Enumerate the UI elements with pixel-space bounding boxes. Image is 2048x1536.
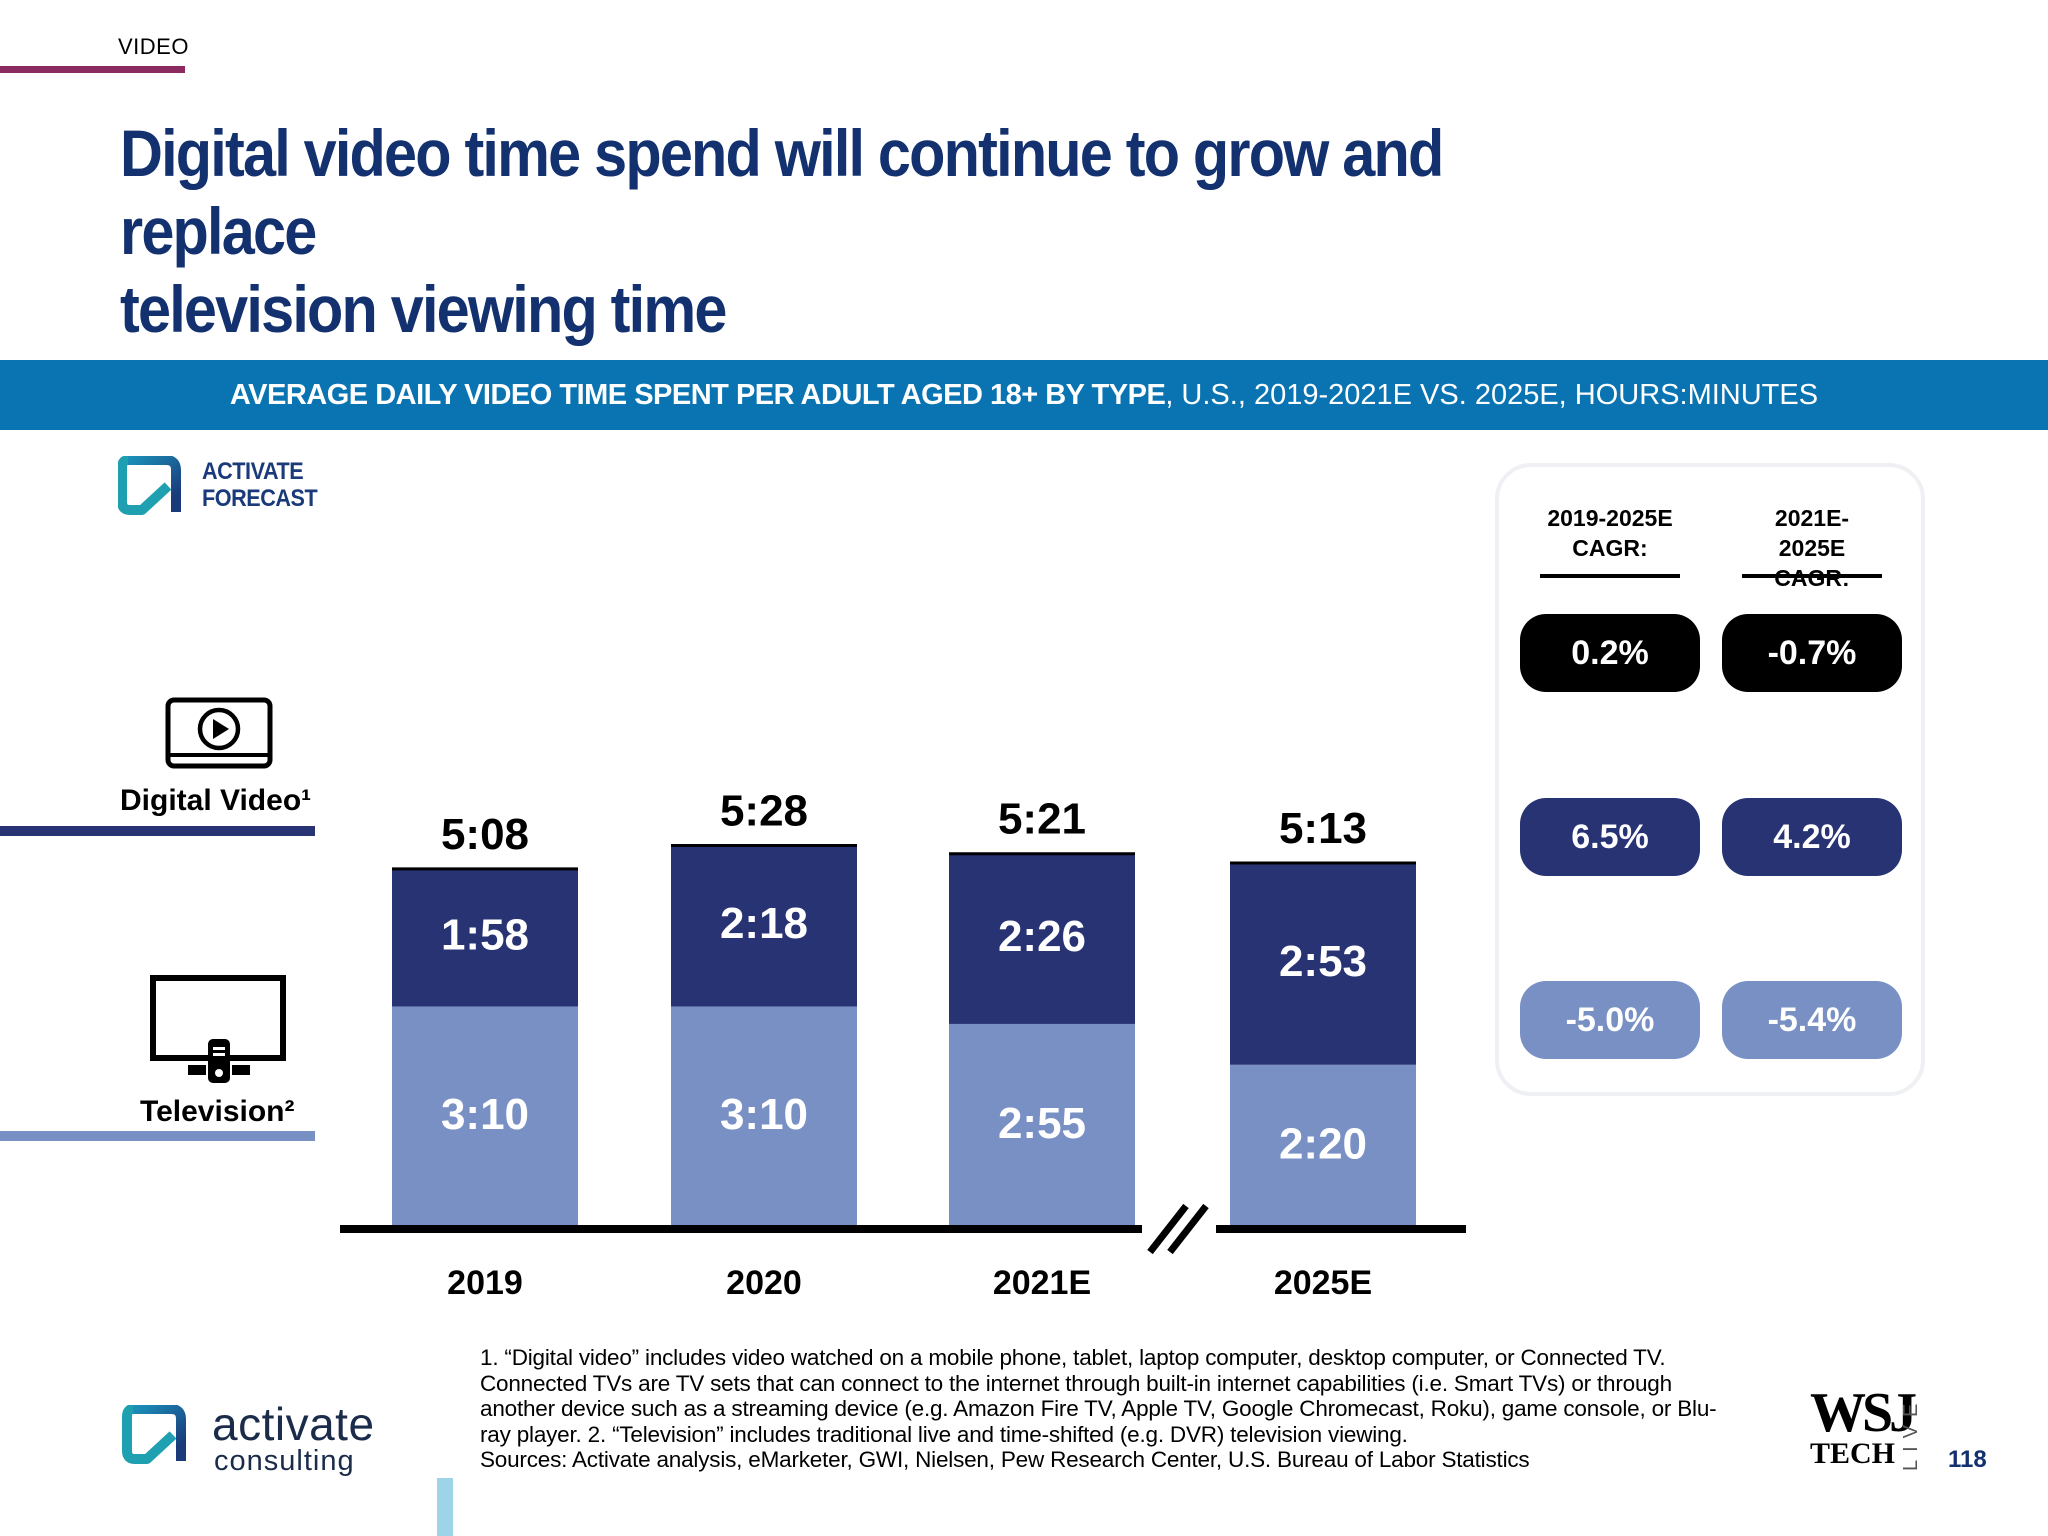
activate-mark-icon [117, 455, 181, 515]
x-tick-2021E: 2021E [993, 1264, 1091, 1302]
bar-television-2019 [392, 1006, 578, 1228]
activate-forecast-logo: ACTIVATE FORECAST [117, 455, 318, 523]
legend-digital-rule [0, 826, 315, 836]
cagr-header-2-rule [1742, 574, 1882, 578]
x-tick-2025E: 2025E [1274, 1264, 1372, 1302]
cagr-panel: 2019-2025E CAGR: 2021E-2025E CAGR: 0.2% … [1495, 463, 1925, 1096]
chart-banner: AVERAGE DAILY VIDEO TIME SPENT PER ADULT… [0, 360, 2048, 430]
label-television-2025E: 2:20 [1279, 1119, 1367, 1168]
legend-digital-video: Digital Video¹ [120, 784, 312, 817]
forecast-logo-line1: ACTIVATE [202, 458, 304, 485]
x-axis-line [340, 1225, 1466, 1233]
footer-accent-bar [437, 1478, 453, 1536]
cagr-digital-2019-2025: 6.5% [1520, 798, 1700, 876]
axis-break-mark-1 [1147, 1203, 1189, 1255]
title-line-1: Digital video time spend will continue t… [120, 116, 1444, 268]
title-line-2: television viewing time [120, 272, 727, 346]
label-total-2025E: 5:13 [1279, 804, 1367, 853]
section-rule [0, 66, 185, 73]
forecast-logo-text: ACTIVATE FORECAST [202, 458, 328, 512]
label-total-2020: 5:28 [720, 787, 808, 836]
cagr-total-2021-2025: -0.7% [1722, 614, 1902, 692]
label-digital-video-2019: 1:58 [441, 911, 529, 960]
tech-wordmark: TECH [1810, 1437, 1896, 1470]
label-total-2019: 5:08 [441, 810, 529, 859]
cagr-digital-2021-2025: 4.2% [1722, 798, 1902, 876]
video-player-icon [165, 697, 273, 769]
activate-consulting-mark-icon [122, 1404, 186, 1464]
footnote-line-4: ray player. 2. “Television” includes tra… [480, 1421, 1408, 1447]
bar-digital-video-2021E [949, 853, 1135, 1024]
cagr-header-1-line1: 2019-2025E [1547, 505, 1673, 531]
label-television-2020: 3:10 [720, 1090, 808, 1139]
wsj-wordmark: WSJ [1810, 1382, 1917, 1444]
sources-line: Sources: Activate analysis, eMarketer, G… [480, 1447, 1530, 1472]
wsj-tech-live-logo: WSJ TECH LIVE [1810, 1382, 1922, 1471]
cagr-header-1-rule [1540, 574, 1680, 578]
footnote-line-2: Connected TVs are TV sets that can conne… [480, 1370, 1672, 1396]
bar-digital-video-2020 [671, 845, 857, 1007]
legend-television-rule [0, 1131, 315, 1141]
activate-consulting-logo: activate consulting [118, 1398, 374, 1477]
cagr-header-1-line2: CAGR: [1572, 535, 1648, 561]
label-television-2021E: 2:55 [998, 1099, 1086, 1148]
cagr-tv-2019-2025: -5.0% [1520, 981, 1700, 1059]
footnote-line-3: another device such as a streaming devic… [480, 1396, 1717, 1421]
page-title: Digital video time spend will continue t… [120, 114, 1650, 348]
brand-word-activate: activate [212, 1398, 375, 1450]
legend-television: Television² [140, 1095, 295, 1128]
cagr-total-2019-2025: 0.2% [1520, 614, 1700, 692]
bar-television-2021E [949, 1023, 1135, 1228]
bar-digital-video-2025E [1230, 863, 1416, 1065]
cagr-tv-2021-2025: -5.4% [1722, 981, 1902, 1059]
label-digital-video-2021E: 2:26 [998, 912, 1086, 961]
cagr-header-2-line1: 2021E-2025E [1774, 505, 1850, 561]
footnotes: 1. “Digital video” includes video watche… [480, 1345, 1770, 1473]
cagr-header-2021-2025: 2021E-2025E CAGR: [1742, 503, 1882, 593]
television-icon [150, 975, 286, 1083]
bar-digital-video-2019 [392, 868, 578, 1007]
label-digital-video-2020: 2:18 [720, 899, 808, 948]
brand-word-consulting: consulting [214, 1445, 355, 1477]
bar-television-2025E [1230, 1064, 1416, 1228]
live-wordmark: LIVE [1900, 1395, 1922, 1471]
label-total-2021E: 5:21 [998, 795, 1086, 844]
banner-bold: AVERAGE DAILY VIDEO TIME SPENT PER ADULT… [229, 378, 1166, 411]
cagr-header-2-line2: CAGR: [1774, 565, 1850, 591]
label-digital-video-2025E: 2:53 [1279, 937, 1367, 986]
label-television-2019: 3:10 [441, 1090, 529, 1139]
banner-regular: , U.S., 2019-2021E VS. 2025E, HOURS:MINU… [1165, 378, 1819, 411]
bar-television-2020 [671, 1006, 857, 1228]
section-tag: VIDEO [118, 34, 189, 59]
x-tick-2019: 2019 [447, 1264, 523, 1302]
x-tick-2020: 2020 [726, 1264, 802, 1302]
cagr-header-2019-2025: 2019-2025E CAGR: [1540, 503, 1680, 563]
footnote-line-1: 1. “Digital video” includes video watche… [480, 1345, 1666, 1370]
axis-break-mark-2 [1167, 1203, 1209, 1255]
forecast-logo-line2: FORECAST [202, 485, 318, 512]
page-number: 118 [1948, 1446, 1987, 1473]
